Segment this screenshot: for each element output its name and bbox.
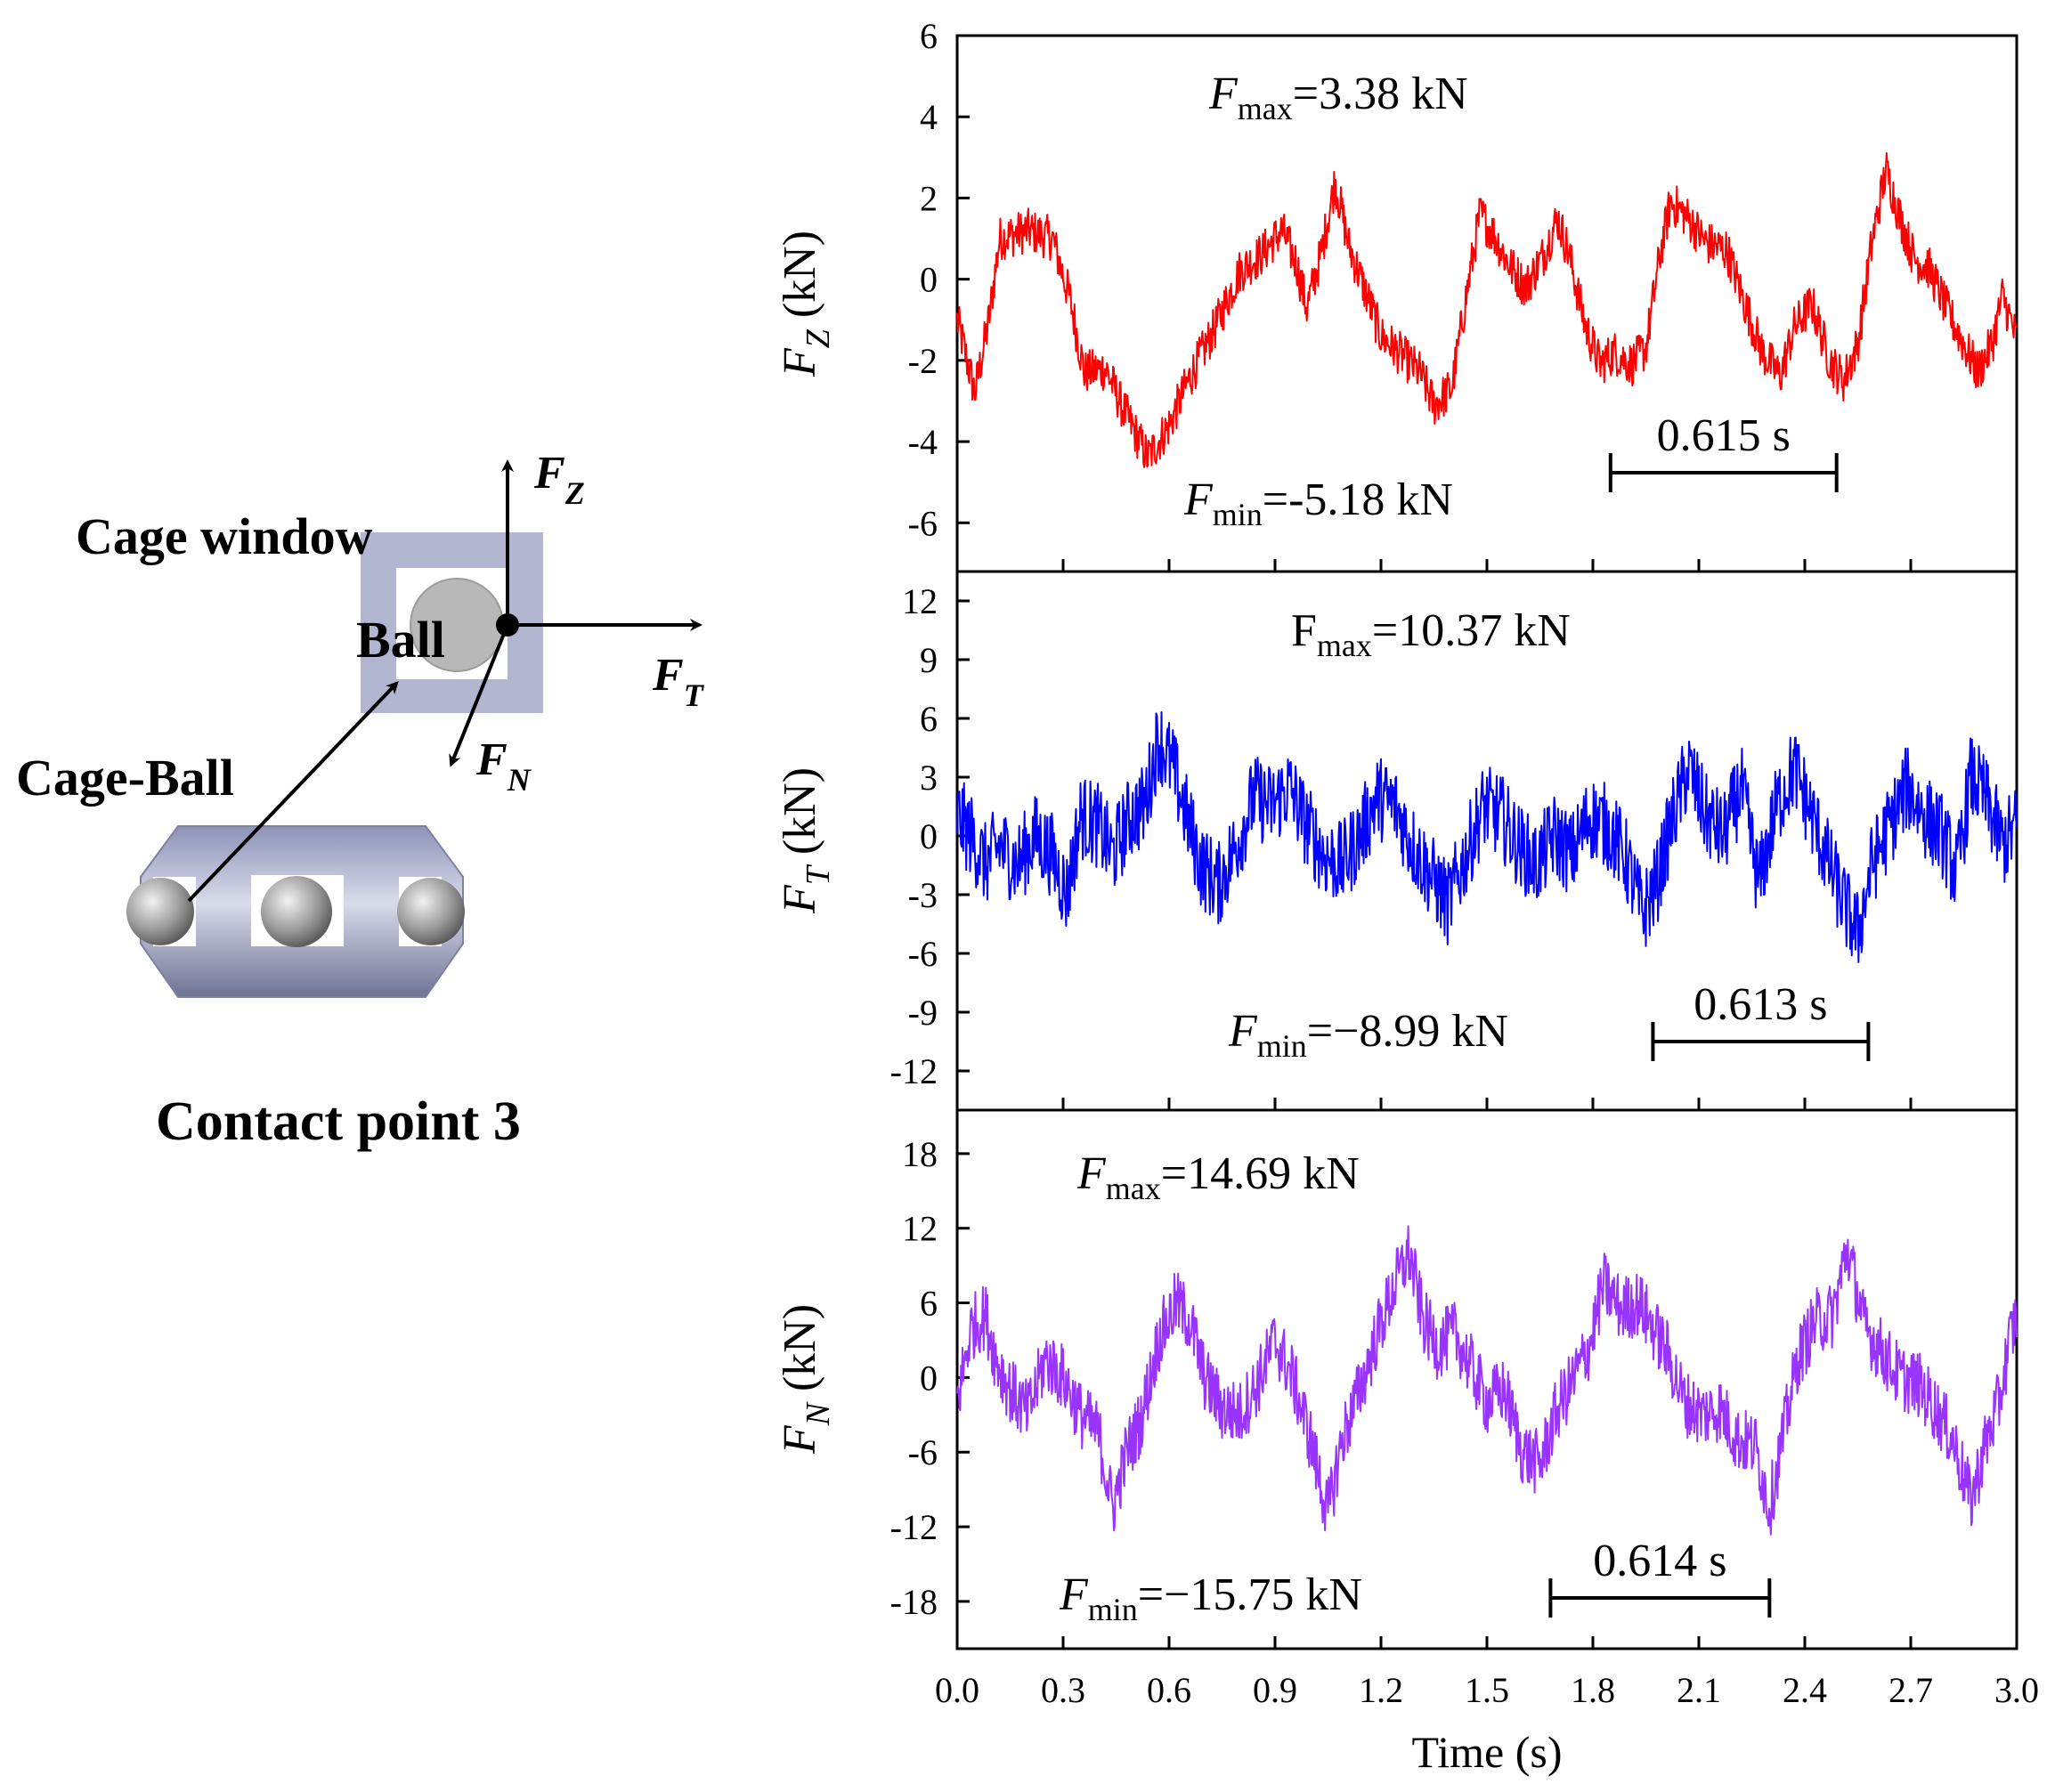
fn-period-bracket — [1548, 1578, 1772, 1618]
y-tick-label: 12 — [902, 581, 938, 621]
y-tick-label: -12 — [890, 1507, 938, 1547]
series-line-fz — [956, 152, 2018, 468]
fz-ylabel: FZ (kN) — [775, 231, 837, 377]
y-tick-label: 6 — [920, 1284, 938, 1324]
x-tick-label: 3.0 — [1994, 1670, 2039, 1710]
fn-min-annotation: Fmin=−15.75 kN — [1059, 1569, 1362, 1627]
panel-fz: 6 4 2 0 -2 -4 -6 FZ (kN) Fmax=3.38 kN Fmin=-5.… — [775, 16, 2018, 572]
ft-min-annotation: Fmin=−8.99 kN — [1228, 1006, 1508, 1064]
x-ticks: 0.0 0.3 0.6 0.9 1.2 1.5 1.8 2.1 2.4 2.7 3.0 — [935, 1670, 2039, 1710]
cage-window-label: Cage window — [76, 507, 373, 565]
series-line-ft — [956, 710, 2018, 963]
ft-period-bracket — [1651, 1022, 1871, 1061]
x-tick-label: 0.6 — [1147, 1670, 1191, 1710]
ft-ylabel: FT (kN) — [775, 767, 837, 914]
y-tick-label: 2 — [920, 178, 938, 218]
x-tick-label: 1.2 — [1359, 1670, 1403, 1710]
y-tick-label: 9 — [920, 640, 938, 680]
y-tick-label: 3 — [920, 758, 938, 798]
panel-ft: 12 9 6 3 0 -3 -6 -9 -12 FT (kN) Fmax=10.37 kN Fm… — [775, 581, 2018, 1110]
y-ticks-fn: 18 12 6 0 -6 -12 -18 — [890, 1134, 2018, 1649]
cage-ball-left — [126, 878, 194, 945]
contact-diagram: Cage window Ball Cage-Ball Contact point… — [16, 448, 705, 1152]
ft-axis-label: FT — [652, 650, 705, 713]
cage-ball-right — [397, 878, 465, 945]
cage-ball-leader — [187, 681, 399, 903]
y-tick-label: 4 — [920, 97, 938, 137]
y-tick-label: -3 — [908, 875, 938, 915]
fz-period-label: 0.615 s — [1657, 410, 1791, 461]
contact-point-dot — [496, 613, 519, 637]
y-tick-label: 12 — [902, 1209, 938, 1249]
y-ticks-ft: 12 9 6 3 0 -3 -6 -9 -12 — [890, 581, 2018, 1110]
panel-fn: 18 12 6 0 -6 -12 -18 FN (kN) Fmax=14.69 kN Fmi… — [775, 1134, 2018, 1649]
x-tick-label: 2.1 — [1677, 1670, 1721, 1710]
y-tick-label: -6 — [908, 503, 938, 543]
y-tick-label: 18 — [902, 1134, 938, 1174]
y-tick-label: -6 — [908, 1432, 938, 1472]
y-tick-label: -2 — [908, 341, 938, 381]
ft-period-label: 0.613 s — [1694, 979, 1827, 1030]
y-tick-label: 6 — [920, 16, 938, 56]
panel-frame-fz — [955, 34, 2018, 573]
cage-ball-label: Cage-Ball — [16, 749, 234, 807]
x-axis-label: Time (s) — [1411, 1727, 1562, 1777]
fn-ylabel: FN (kN) — [775, 1304, 837, 1455]
fn-arrow — [449, 624, 509, 767]
y-tick-label: 0 — [920, 816, 938, 856]
y-tick-label: -12 — [890, 1051, 938, 1091]
x-tick-label: 1.8 — [1571, 1670, 1615, 1710]
fn-max-annotation: Fmax=14.69 kN — [1076, 1148, 1360, 1206]
fn-axis-label: FN — [475, 734, 532, 798]
y-tick-label: 0 — [920, 1358, 938, 1398]
x-tick-label: 2.7 — [1888, 1670, 1933, 1710]
x-tick-label: 0.9 — [1253, 1670, 1297, 1710]
fn-period-label: 0.614 s — [1593, 1536, 1726, 1586]
x-tick-label: 0.0 — [935, 1670, 979, 1710]
charts: 6 4 2 0 -2 -4 -6 FZ (kN) Fmax=3.38 kN Fmin=-5.… — [775, 16, 2039, 1777]
y-tick-label: 0 — [920, 260, 938, 300]
fz-min-annotation: Fmin=-5.18 kN — [1183, 474, 1453, 532]
ball-label: Ball — [356, 611, 445, 669]
x-tick-label: 0.3 — [1041, 1670, 1085, 1710]
cage-ball-middle — [261, 876, 332, 947]
x-tick-label: 1.5 — [1465, 1670, 1509, 1710]
fz-axis-label: FZ — [533, 448, 585, 511]
y-tick-label: -9 — [908, 993, 938, 1033]
x-tick-label: 2.4 — [1783, 1670, 1827, 1710]
y-tick-label: -18 — [890, 1582, 938, 1622]
y-tick-label: -6 — [908, 934, 938, 974]
fz-max-annotation: Fmax=3.38 kN — [1208, 69, 1468, 126]
ft-max-annotation: Fmax=10.37 kN — [1291, 605, 1571, 663]
y-tick-label: 6 — [920, 699, 938, 739]
contact-point-label: Contact point 3 — [156, 1091, 521, 1152]
series-line-fn — [956, 1225, 2018, 1536]
fz-period-bracket — [1608, 453, 1839, 492]
y-tick-label: -4 — [908, 422, 938, 462]
